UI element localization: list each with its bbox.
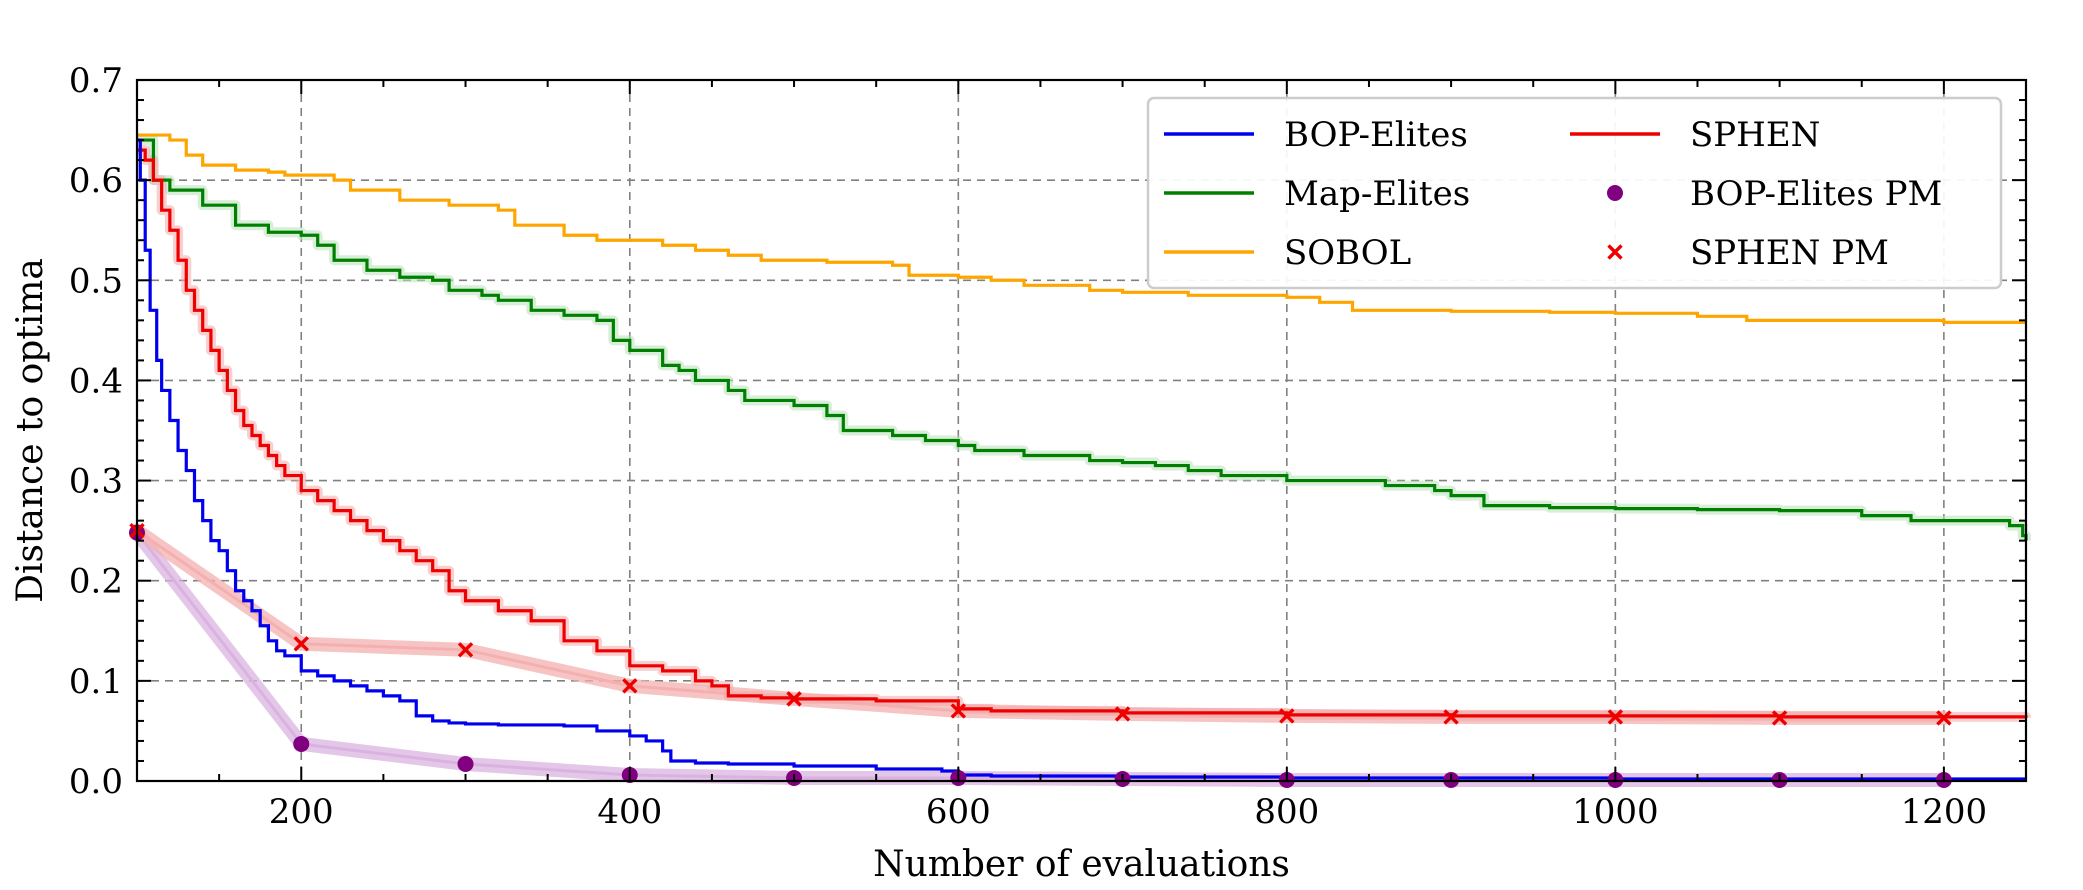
sphen-pm-point (622, 678, 638, 694)
sphen-line (137, 148, 2028, 719)
y-tick-label: 0.6 (69, 161, 123, 201)
x-tick-label: 1200 (1901, 792, 1988, 832)
sphen-pm-point-stroke (457, 642, 474, 658)
series-markers (129, 522, 1952, 788)
sphen-pm-point (1771, 710, 1788, 726)
y-tick-label: 0.5 (69, 261, 123, 301)
bop-elites-line (137, 138, 2026, 781)
sphen-pm-point (457, 642, 474, 658)
bop-elites-pm-point (293, 735, 310, 752)
x-tick-label: 1000 (1572, 792, 1659, 832)
axis-ticks (137, 79, 2027, 782)
sphen-pm-point (1607, 709, 1624, 725)
legend: BOP-Elites Map-Elites SOBOL SPHEN BOP-Elites… (1146, 96, 2003, 290)
x-tick-label: 800 (1254, 792, 1319, 832)
x-tick-label: 200 (269, 792, 334, 832)
sobol-legend-label: SOBOL (1284, 233, 1411, 273)
sphen-pm-point-stroke (1771, 710, 1788, 726)
plot-frame (135, 78, 2028, 783)
sphen-pm-band (130, 523, 1951, 725)
sphen-pm-point (1443, 709, 1459, 725)
y-tick-label: 0.7 (69, 61, 123, 101)
sphen-pm-point (950, 703, 967, 719)
y-tick-label: 0.4 (69, 361, 123, 401)
legend-item-sobol: SOBOL (1164, 233, 1411, 273)
sphen-pm-point-stroke (1607, 709, 1624, 725)
bop-elites-pm-band (130, 525, 1951, 787)
y-tick-label: 0.0 (69, 762, 123, 802)
sphen-pm-point-stroke (1936, 710, 1952, 726)
sphen-pm-point-stroke (1443, 709, 1459, 725)
sphen-pm-point-stroke (786, 691, 802, 707)
sphen-legend-label: SPHEN (1690, 115, 1820, 155)
sphen-pm-point-stroke (1279, 708, 1295, 724)
bop-elites-pm-line (135, 531, 1944, 782)
sphen-pm-point (1114, 706, 1131, 722)
y-tick-label: 0.2 (69, 562, 123, 602)
x-tick-labels: 200 400 600 800 1000 1200 (269, 792, 1987, 832)
sphen-pm-point-stroke (622, 678, 638, 694)
bop-elites-pm-legend-swatch (1607, 185, 1623, 201)
legend-item-bop-elites-pm: BOP-Elites PM (1607, 174, 1942, 214)
y-axis-label: Distance to optima (10, 258, 51, 603)
legend-box (1146, 96, 2003, 290)
sphen-pm-point (293, 636, 309, 652)
series-lines (137, 133, 2028, 781)
sobol-line (137, 133, 2026, 324)
sphen-pm-legend-swatch-stroke (1607, 244, 1623, 260)
x-tick-label: 400 (597, 792, 662, 832)
sphen-pm-point (786, 691, 802, 707)
sphen-pm-point (1279, 708, 1295, 724)
sphen-pm-point-stroke (950, 703, 967, 719)
sphen-pm-legend-label: SPHEN PM (1690, 233, 1889, 273)
y-tick-label: 0.3 (69, 462, 123, 502)
y-tick-label: 0.1 (69, 662, 123, 702)
y-tick-labels: 0.0 0.1 0.2 0.3 0.4 0.5 0.6 0.7 (69, 61, 123, 802)
sphen-pm-point-stroke (1114, 706, 1131, 722)
sphen-pm-point-stroke (293, 636, 309, 652)
sphen-pm-legend-swatch (1607, 244, 1623, 260)
bop-elites-pm-legend-label: BOP-Elites PM (1690, 174, 1942, 214)
legend-item-bop-elites: BOP-Elites (1164, 115, 1468, 155)
map-elites-line (137, 138, 2028, 541)
sphen-pm-point (1936, 710, 1952, 726)
legend-item-map-elites: Map-Elites (1164, 174, 1470, 214)
x-axis-label: Number of evaluations (873, 844, 1290, 885)
bop-elites-pm-point (457, 755, 474, 772)
legend-item-sphen: SPHEN (1570, 115, 1820, 155)
map-elites-legend-label: Map-Elites (1284, 174, 1470, 214)
bop-elites-legend-label: BOP-Elites (1284, 115, 1468, 155)
sphen-pm-line (136, 529, 1944, 720)
x-tick-label: 600 (926, 792, 991, 832)
legend-item-sphen-pm: SPHEN PM (1607, 233, 1889, 273)
